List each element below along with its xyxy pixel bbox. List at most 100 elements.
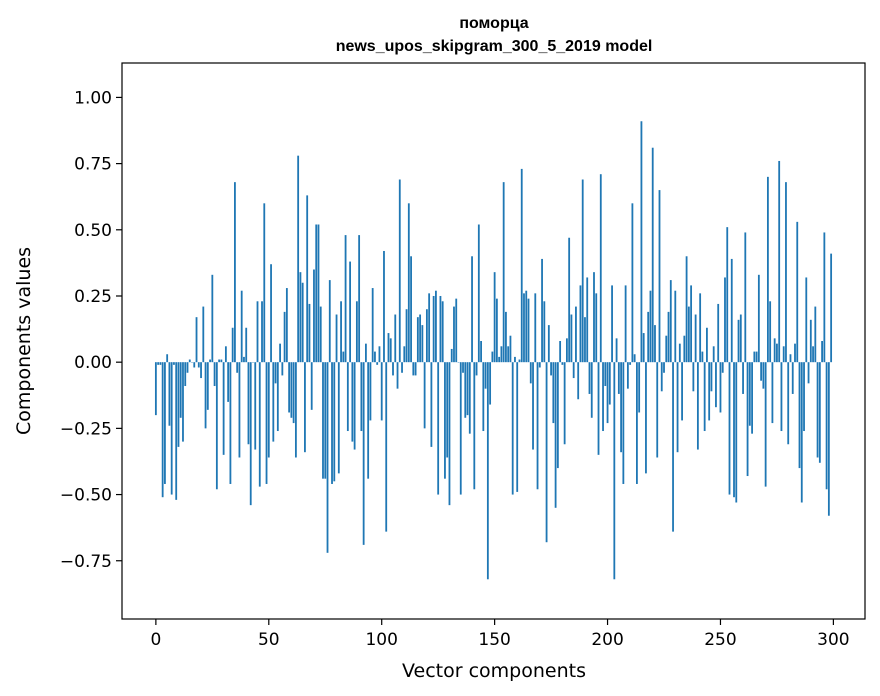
bar-85 xyxy=(346,362,349,432)
bar-257 xyxy=(735,362,738,503)
bar-217 xyxy=(645,362,647,474)
bar-277 xyxy=(780,362,783,432)
bar-211 xyxy=(631,203,634,363)
bar-193 xyxy=(590,362,593,418)
bar-176 xyxy=(552,362,555,424)
bar-266 xyxy=(755,351,758,363)
bar-237 xyxy=(690,285,693,363)
bar-153 xyxy=(500,346,503,363)
bar-117 xyxy=(419,314,422,363)
bar-281 xyxy=(789,354,792,363)
bar-138 xyxy=(466,362,469,416)
bar-230 xyxy=(674,290,677,363)
bar-259 xyxy=(739,314,742,363)
bar-209 xyxy=(626,362,629,389)
bar-231 xyxy=(676,362,679,453)
bar-118 xyxy=(421,325,424,363)
bar-76 xyxy=(326,362,329,553)
bar-145 xyxy=(482,362,485,432)
bar-92 xyxy=(362,362,365,545)
chart-title: поморца xyxy=(459,15,528,32)
bar-29 xyxy=(220,359,223,363)
bar-54 xyxy=(276,362,279,432)
bar-128 xyxy=(444,362,446,479)
bar-222 xyxy=(656,362,659,458)
bar-197 xyxy=(599,174,602,363)
bar-136 xyxy=(462,362,464,373)
bar-260 xyxy=(742,362,744,394)
bar-15 xyxy=(188,359,191,363)
bar-264 xyxy=(751,362,753,434)
bar-224 xyxy=(660,362,663,392)
bar-148 xyxy=(489,362,492,405)
bar-36 xyxy=(236,362,239,373)
bar-3 xyxy=(161,362,164,498)
bar-234 xyxy=(683,335,686,363)
y-tick-label: −0.50 xyxy=(60,486,112,506)
bar-289 xyxy=(807,362,810,384)
bar-111 xyxy=(405,309,408,363)
bar-219 xyxy=(649,290,652,363)
bar-159 xyxy=(514,356,516,363)
bar-254 xyxy=(728,362,731,495)
bar-165 xyxy=(527,298,530,363)
bar-94 xyxy=(367,362,370,479)
bar-90 xyxy=(358,235,361,363)
bar-19 xyxy=(197,362,200,368)
bar-80 xyxy=(335,314,338,363)
bar-45 xyxy=(256,301,259,363)
bar-4 xyxy=(164,362,166,484)
bar-271 xyxy=(766,176,769,363)
x-tick-label: 0 xyxy=(150,630,161,650)
bar-295 xyxy=(821,341,823,363)
bar-56 xyxy=(281,362,284,376)
bar-218 xyxy=(647,311,650,363)
bar-57 xyxy=(283,311,286,363)
bar-294 xyxy=(818,362,821,463)
bar-210 xyxy=(629,362,632,365)
bar-263 xyxy=(748,362,751,426)
bar-75 xyxy=(324,362,327,479)
bar-192 xyxy=(588,362,591,394)
bar-172 xyxy=(543,301,546,363)
bar-274 xyxy=(773,338,776,363)
bar-132 xyxy=(453,306,455,363)
bar-229 xyxy=(672,362,674,532)
bar-269 xyxy=(762,362,765,389)
bar-107 xyxy=(396,362,399,389)
bar-188 xyxy=(579,285,582,363)
bar-52 xyxy=(272,362,275,442)
bar-245 xyxy=(708,362,711,421)
bar-226 xyxy=(665,335,668,363)
bar-203 xyxy=(613,362,616,580)
bar-299 xyxy=(830,253,833,363)
bar-221 xyxy=(654,325,656,363)
bar-207 xyxy=(622,362,625,484)
bar-105 xyxy=(392,362,394,376)
bar-223 xyxy=(658,190,661,363)
bar-164 xyxy=(525,290,528,363)
x-tick-label: 250 xyxy=(704,630,736,650)
bar-40 xyxy=(245,327,248,363)
bar-298 xyxy=(827,362,830,516)
y-tick-label: 1.00 xyxy=(74,88,112,108)
bar-247 xyxy=(712,346,715,363)
bar-249 xyxy=(717,303,720,363)
bar-64 xyxy=(299,272,302,363)
bar-66 xyxy=(304,362,306,453)
bar-154 xyxy=(502,182,505,363)
bar-213 xyxy=(636,362,638,484)
bar-293 xyxy=(816,362,819,458)
bar-63 xyxy=(297,155,300,363)
bar-70 xyxy=(313,269,315,363)
bar-31 xyxy=(224,346,227,363)
bar-20 xyxy=(200,362,202,379)
bar-208 xyxy=(624,285,627,363)
bar-137 xyxy=(464,362,467,418)
bar-77 xyxy=(328,280,331,363)
bar-162 xyxy=(520,168,523,363)
bar-49 xyxy=(265,362,268,484)
bar-241 xyxy=(699,293,702,363)
bar-26 xyxy=(213,362,216,387)
bar-184 xyxy=(570,314,573,363)
